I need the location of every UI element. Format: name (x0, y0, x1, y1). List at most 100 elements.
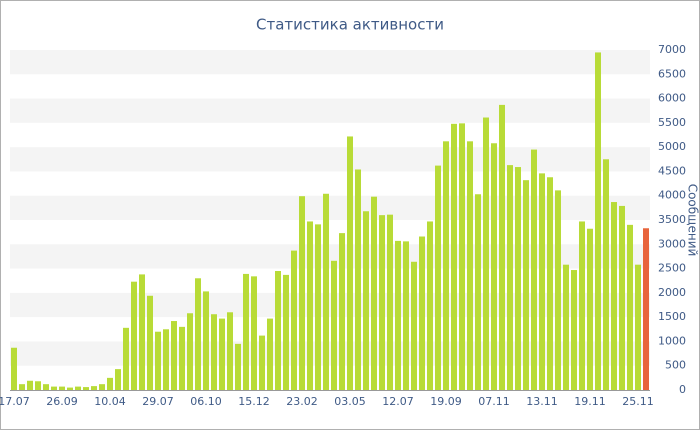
x-tick-label: 26.09 (46, 395, 78, 408)
bar (403, 241, 409, 390)
grid-band (10, 244, 650, 269)
bar (459, 123, 465, 390)
bar (339, 233, 345, 390)
bar (227, 312, 233, 390)
bar (163, 329, 169, 390)
grid-band (10, 195, 650, 220)
bar (435, 165, 441, 390)
bar (219, 318, 225, 390)
x-tick-label: 17.07 (0, 395, 30, 408)
bar (499, 104, 505, 390)
x-tick-label: 12.07 (382, 395, 414, 408)
bar (51, 386, 57, 390)
bar (267, 318, 273, 390)
bar (171, 321, 177, 390)
x-tick-label: 29.07 (142, 395, 174, 408)
bar (307, 221, 313, 390)
y-tick-label: 4000 (658, 189, 686, 202)
bar (347, 136, 353, 390)
bar (187, 313, 193, 390)
bar (251, 276, 257, 390)
grid-band (10, 147, 650, 172)
bar (411, 261, 417, 390)
bar (571, 270, 577, 390)
y-tick-label: 4500 (658, 164, 686, 177)
y-tick-label: 1000 (658, 334, 686, 347)
y-tick-label: 5500 (658, 116, 686, 129)
y-tick-label: 6000 (658, 92, 686, 105)
y-tick-label: 7000 (658, 43, 686, 56)
bar (587, 228, 593, 390)
x-tick-label: 15.12 (238, 395, 270, 408)
bar (155, 331, 161, 390)
bar (635, 264, 641, 390)
bar (35, 381, 41, 390)
x-tick-label: 07.11 (478, 395, 510, 408)
x-tick-label: 19.11 (574, 395, 606, 408)
bar (123, 327, 129, 390)
grid-band (10, 50, 650, 75)
bar (147, 295, 153, 390)
bar (27, 380, 33, 390)
bar (67, 387, 73, 390)
y-axis-label: Сообщений (686, 184, 700, 257)
bar (419, 236, 425, 390)
bar (131, 281, 137, 390)
bar (451, 123, 457, 390)
bar (275, 271, 281, 390)
bar (555, 190, 561, 390)
bar (371, 196, 377, 390)
bar (83, 387, 89, 390)
bar (427, 221, 433, 390)
bar (363, 211, 369, 390)
bar (643, 228, 649, 390)
bar (547, 177, 553, 390)
bar (107, 377, 113, 390)
bar (379, 215, 385, 390)
y-tick-label: 3000 (658, 237, 686, 250)
x-tick-label: 25.11 (622, 395, 654, 408)
bar (467, 141, 473, 390)
bar (243, 273, 249, 390)
x-tick-label: 10.04 (94, 395, 126, 408)
bar (11, 347, 17, 390)
bar (259, 335, 265, 390)
x-tick-label: 06.10 (190, 395, 222, 408)
bar (91, 386, 97, 390)
bar (483, 117, 489, 390)
bar (611, 202, 617, 390)
bar (531, 149, 537, 390)
bar (203, 291, 209, 390)
bar (523, 180, 529, 390)
bar (579, 221, 585, 390)
y-tick-label: 6500 (658, 67, 686, 80)
bar (395, 240, 401, 390)
bar (603, 159, 609, 390)
bar (19, 384, 25, 390)
bar (211, 314, 217, 390)
bar (59, 386, 65, 390)
grid-band (10, 98, 650, 123)
bar (563, 264, 569, 390)
bar (299, 196, 305, 390)
y-tick-label: 2000 (658, 286, 686, 299)
y-tick-label: 5000 (658, 140, 686, 153)
bar (75, 386, 81, 390)
bar (283, 274, 289, 390)
bar (331, 260, 337, 390)
grid-band (10, 341, 650, 366)
bar (115, 369, 121, 390)
bar (139, 274, 145, 390)
bar (387, 214, 393, 390)
bar (475, 194, 481, 390)
bar (355, 169, 361, 390)
bar (515, 167, 521, 390)
bar (315, 224, 321, 390)
bar (179, 326, 185, 390)
x-tick-label: 19.09 (430, 395, 462, 408)
bar (619, 205, 625, 390)
bar (235, 343, 241, 390)
bar (491, 143, 497, 390)
bar (195, 278, 201, 390)
